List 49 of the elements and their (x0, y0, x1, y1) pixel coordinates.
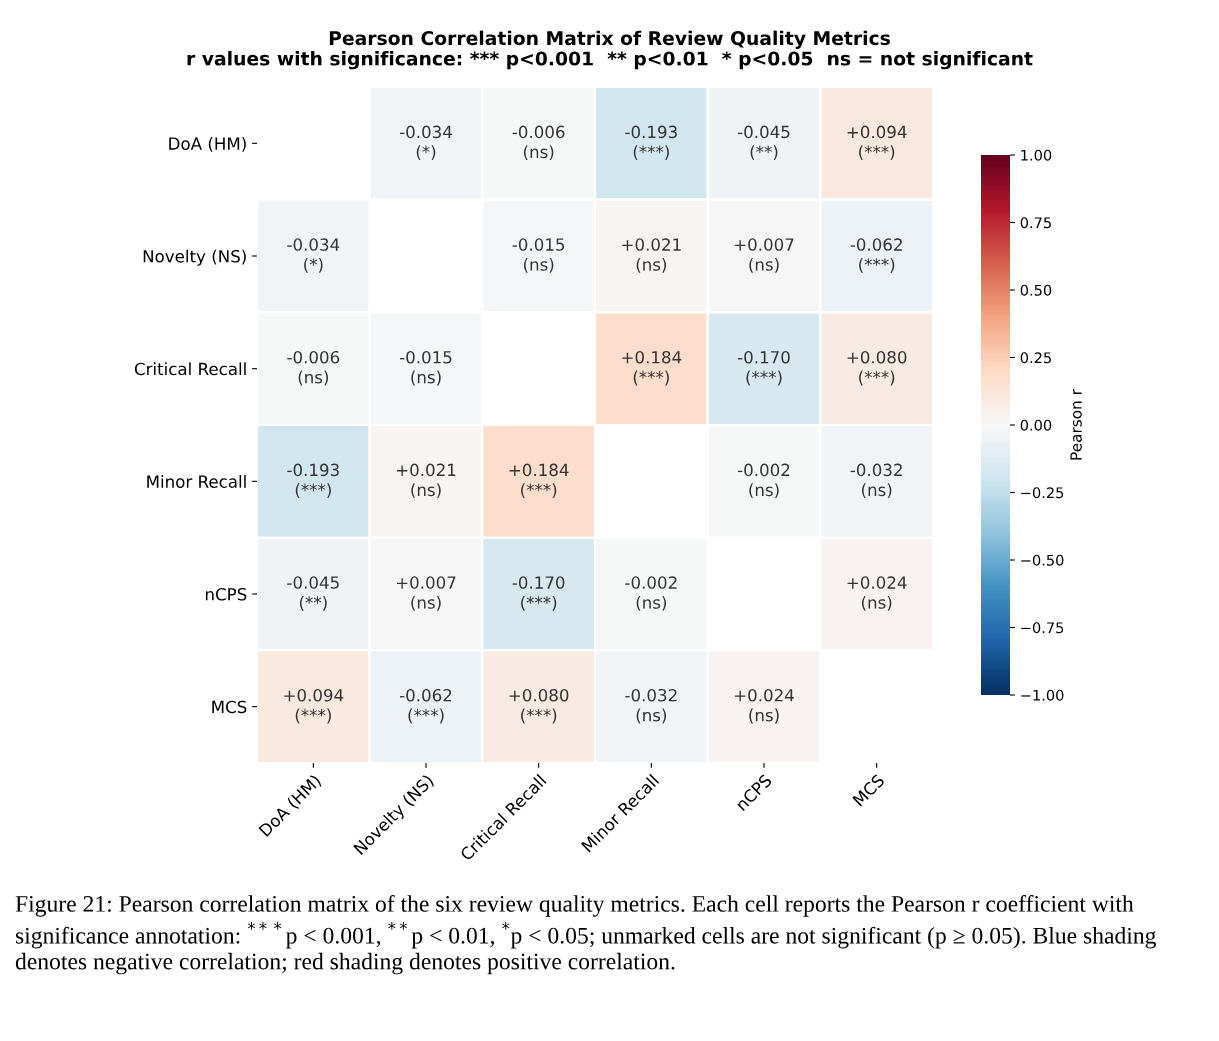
chart-subtitle: r values with significance: *** p<0.001 ** p<0.01 * p<0.05 ns = not significant (187, 51, 1033, 70)
y-tick-label: Novelty (NS) (143, 249, 246, 266)
y-tick-label: Minor Recall (147, 475, 246, 488)
data-label: -0.032 (ns) (850, 463, 902, 499)
data-label: -0.045 (**) (287, 576, 339, 611)
data-label: -0.170 (***) (737, 350, 790, 386)
chart-title: Pearson Correlation Matrix of Review Quality Metrics (329, 30, 890, 49)
color-bar-label: 0.25 (1020, 352, 1051, 364)
data-label: +0.184 (***) (509, 463, 569, 499)
data-label: +0.080 (***) (847, 350, 907, 386)
data-label: +0.021 (ns) (396, 463, 456, 499)
data-label: -0.032 (ns) (625, 688, 677, 724)
color-bar-label: 1.00 (1021, 149, 1052, 161)
color-bar-label: −1.00 (1021, 689, 1064, 701)
data-label: +0.094 (***) (847, 125, 907, 161)
data-label: +0.007 (ns) (396, 576, 456, 611)
data-label: +0.021 (ns) (622, 238, 681, 273)
data-label: -0.045 (**) (737, 125, 790, 161)
color-bar-label: 0.75 (1020, 217, 1051, 229)
color-bar-title: Pearson r (1070, 389, 1082, 460)
data-label: -0.006 (ns) (287, 350, 340, 386)
y-tick-label: DoA (HM) (169, 137, 246, 152)
data-label: -0.015 (ns) (399, 350, 452, 386)
data-label: -0.034 (*) (399, 125, 452, 161)
data-label: +0.080 (***) (509, 688, 569, 724)
data-label: +0.184 (***) (622, 350, 682, 386)
data-label: -0.062 (***) (399, 688, 452, 724)
y-tick-label: nCPS (205, 587, 247, 601)
data-label: -0.034 (*) (287, 238, 340, 273)
data-label: -0.015 (ns) (512, 238, 565, 273)
data-label: +0.024 (ns) (734, 688, 794, 724)
data-label: -0.170 (***) (512, 576, 565, 611)
data-label: +0.094 (***) (284, 688, 344, 724)
data-label: -0.002 (ns) (737, 463, 790, 499)
color-bar-label: −0.75 (1021, 622, 1064, 634)
text: Figure 21: Pearson correlation matrix of the six review quality metrics. Each cell reports the Pearson r coefficient with significance annotation: $^{***}$p < 0.001, $^{**}$p < 0.01, $^{*}$p < 0.05; unmarked cells are not significant (p ≥ 0.05). Blue shading denotes negative correlation; red shading denotes positive correlation. (15, 895, 1156, 975)
color-bar-label: −0.50 (1021, 554, 1064, 566)
data-label: +0.007 (ns) (734, 238, 794, 273)
data-label: -0.193 (***) (287, 463, 339, 499)
color-bar-label: 0.50 (1020, 284, 1052, 296)
color-bar-label: −0.25 (1021, 487, 1064, 499)
data-label: -0.002 (ns) (625, 576, 677, 611)
y-tick-label: Critical Recall (134, 362, 246, 376)
data-label: +0.024 (ns) (847, 576, 907, 611)
y-tick-label: MCS (212, 700, 247, 714)
data-label: -0.062 (***) (850, 238, 902, 273)
data-label: -0.193 (***) (625, 125, 677, 161)
color-bar-label: 0.00 (1020, 419, 1052, 431)
data-label: -0.006 (ns) (512, 125, 565, 161)
